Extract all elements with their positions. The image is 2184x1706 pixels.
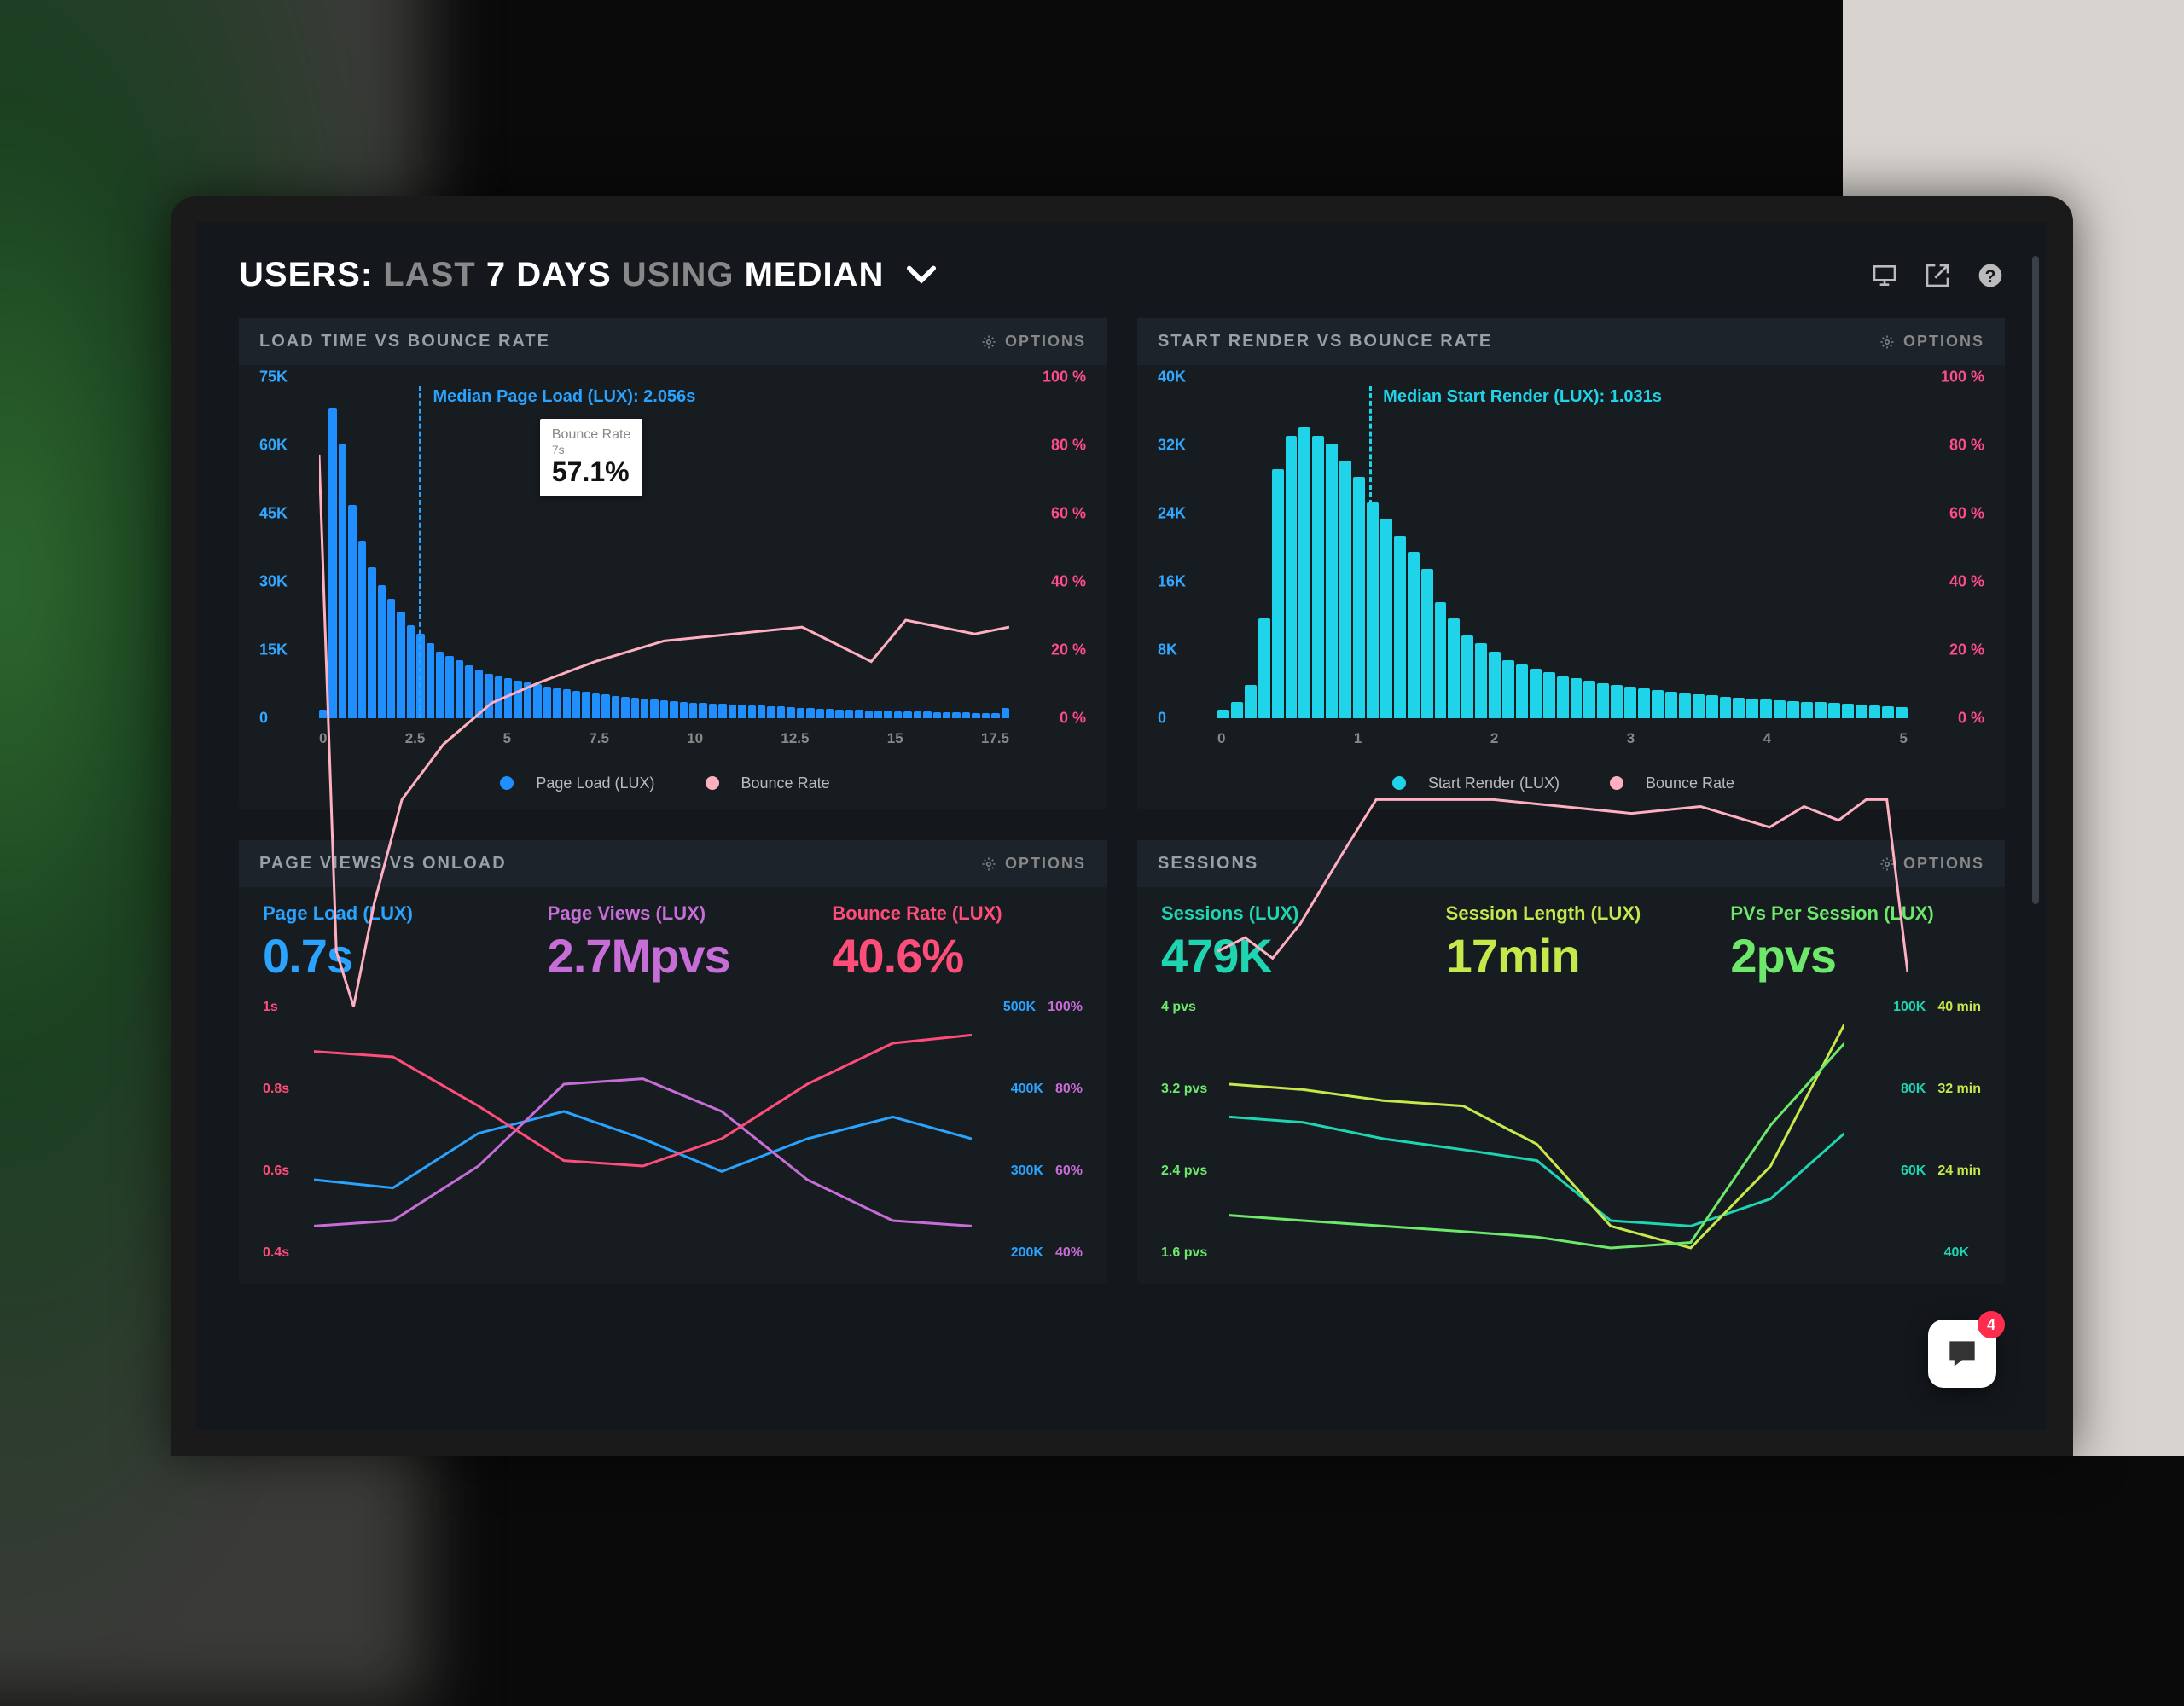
y-left-tick: 16K (1158, 573, 1186, 591)
mini-y-right: 300K60% (1011, 1163, 1083, 1179)
x-tick: 0 (1217, 730, 1225, 747)
page-title[interactable]: USERS: LAST 7 DAYS USING MEDIAN (239, 256, 936, 294)
y-right-tick: 40 % (1051, 573, 1086, 591)
mini-y-left: 0.8s (263, 1082, 289, 1097)
title-dim2: USING (622, 256, 735, 293)
mini-y-right: 100K40 min (1893, 1000, 1981, 1015)
gear-icon (981, 334, 996, 350)
svg-text:?: ? (1984, 266, 1995, 287)
panel-render-vs-bounce: START RENDER VS BOUNCE RATE OPTIONS 40K 3… (1137, 318, 2005, 809)
x-tick: 2.5 (405, 730, 426, 747)
x-tick: 5 (503, 730, 511, 747)
median-annotation-2: Median Start Render (LUX): 1.031s (1383, 387, 1662, 407)
scrollbar[interactable] (2032, 256, 2039, 904)
panel1-title: LOAD TIME VS BOUNCE RATE (259, 332, 550, 351)
mini-y-left: 3.2 pvs (1161, 1082, 1207, 1097)
y-left-tick: 60K (259, 437, 288, 455)
title-prefix: USERS: (239, 256, 373, 293)
mini-y-right: 40K (1944, 1245, 1981, 1261)
mini-y-right: 60K24 min (1901, 1163, 1981, 1179)
mini-y-right: 500K100% (1003, 1000, 1083, 1015)
y-left-tick: 15K (259, 641, 288, 659)
y-right-tick: 80 % (1051, 437, 1086, 455)
mini-y-left: 0.6s (263, 1163, 289, 1179)
tooltip-label: Bounce Rate (552, 427, 631, 443)
mini-y-right: 80K32 min (1901, 1082, 1981, 1097)
tooltip-value: 57.1% (552, 456, 631, 488)
x-tick: 15 (887, 730, 903, 747)
y-left-tick: 8K (1158, 641, 1177, 659)
chart-render-vs-bounce[interactable]: 40K32K24K16K8K0 100 %80 %60 %40 %20 %0 %… (1158, 377, 1984, 769)
chevron-down-icon[interactable] (907, 256, 936, 294)
y-left-tick: 24K (1158, 505, 1186, 523)
y-left-tick: 75K (259, 368, 288, 386)
mini-y-right: 400K80% (1011, 1082, 1083, 1097)
x-tick: 2 (1490, 730, 1498, 747)
y-right-tick: 40 % (1949, 573, 1984, 591)
chart-sessions[interactable]: 4 pvs 3.2 pvs 2.4 pvs 1.6 pvs 100K40 min 80K3… (1161, 1002, 1981, 1275)
mini-y-left: 4 pvs (1161, 1000, 1196, 1015)
mini-y-left: 1.6 pvs (1161, 1245, 1207, 1261)
panel1-options[interactable]: OPTIONS (981, 333, 1086, 351)
mini-y-left: 1s (263, 1000, 278, 1015)
x-tick: 12.5 (781, 730, 809, 747)
y-right-tick: 60 % (1949, 505, 1984, 523)
chat-badge: 4 (1978, 1311, 2005, 1338)
mini-y-right: 200K40% (1011, 1245, 1083, 1261)
bounce-tooltip: Bounce Rate 7s 57.1% (540, 419, 643, 496)
y-right-tick: 0 % (1060, 710, 1086, 728)
panel2-options[interactable]: OPTIONS (1879, 333, 1984, 351)
y-right-tick: 80 % (1949, 437, 1984, 455)
x-tick: 7.5 (589, 730, 609, 747)
mini-y-left: 2.4 pvs (1161, 1163, 1207, 1179)
chat-button[interactable]: 4 (1928, 1320, 1996, 1388)
help-icon[interactable]: ? (1976, 261, 2005, 290)
y-left-tick: 32K (1158, 437, 1186, 455)
chart-load-vs-bounce[interactable]: 75K60K45K30K15K0 100 %80 %60 %40 %20 %0 … (259, 377, 1086, 769)
x-tick: 5 (1900, 730, 1908, 747)
title-range: 7 DAYS (486, 256, 612, 293)
x-tick: 3 (1627, 730, 1635, 747)
y-right-tick: 0 % (1958, 710, 1984, 728)
y-right-tick: 20 % (1051, 641, 1086, 659)
x-tick: 1 (1354, 730, 1362, 747)
x-tick: 17.5 (981, 730, 1009, 747)
y-left-tick: 30K (259, 573, 288, 591)
share-icon[interactable] (1923, 261, 1952, 290)
mini-y-left: 0.4s (263, 1245, 289, 1261)
gear-icon (1879, 334, 1895, 350)
x-tick: 0 (319, 730, 327, 747)
y-right-tick: 20 % (1949, 641, 1984, 659)
y-left-tick: 45K (259, 505, 288, 523)
chart-pageviews-onload[interactable]: 1s 0.8s 0.6s 0.4s 500K100% 400K80% 300K60% 200K… (263, 1002, 1083, 1275)
y-right-tick: 100 % (1043, 368, 1086, 386)
title-metric: MEDIAN (745, 256, 885, 293)
title-dim1: LAST (383, 256, 475, 293)
panel2-title: START RENDER VS BOUNCE RATE (1158, 332, 1492, 351)
median-annotation-1: Median Page Load (LUX): 2.056s (433, 387, 695, 407)
y-left-tick: 0 (1158, 710, 1166, 728)
panel-load-vs-bounce: LOAD TIME VS BOUNCE RATE OPTIONS 75K 60K 4… (239, 318, 1107, 809)
y-right-tick: 60 % (1051, 505, 1086, 523)
y-left-tick: 0 (259, 710, 268, 728)
x-tick: 10 (687, 730, 703, 747)
monitor-icon[interactable] (1870, 261, 1899, 290)
y-left-tick: 40K (1158, 368, 1186, 386)
x-tick: 4 (1763, 730, 1771, 747)
tooltip-sub: 7s (552, 443, 631, 456)
y-right-tick: 100 % (1941, 368, 1984, 386)
